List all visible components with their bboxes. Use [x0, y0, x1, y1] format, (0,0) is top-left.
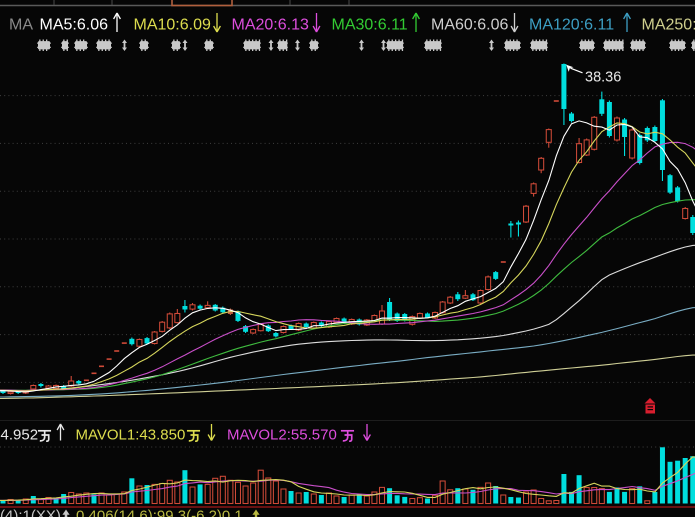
- svg-text:MA30:6.11: MA30:6.11: [332, 17, 408, 34]
- svg-text:0.406(14.6):99.3(-6.2)0.1: 0.406(14.6):99.3(-6.2)0.1: [76, 508, 243, 517]
- svg-text:MAVOL2:55.570: MAVOL2:55.570: [227, 427, 337, 444]
- svg-text:MA250:: MA250:: [642, 17, 695, 34]
- svg-text:MAVOL1:43.850: MAVOL1:43.850: [76, 427, 186, 444]
- svg-text:(4):1(XX): (4):1(XX): [0, 508, 61, 517]
- svg-text:MA20:6.13: MA20:6.13: [232, 17, 309, 34]
- svg-text:38.36: 38.36: [585, 70, 621, 86]
- svg-text:MA10:6.09: MA10:6.09: [134, 17, 211, 34]
- svg-text:4.952: 4.952: [1, 427, 39, 444]
- svg-text:MA: MA: [9, 17, 33, 34]
- svg-text:MA120:6.11: MA120:6.11: [529, 17, 614, 34]
- svg-text:MA5:6.06: MA5:6.06: [40, 17, 109, 34]
- svg-text:MA60:6.06: MA60:6.06: [431, 17, 508, 34]
